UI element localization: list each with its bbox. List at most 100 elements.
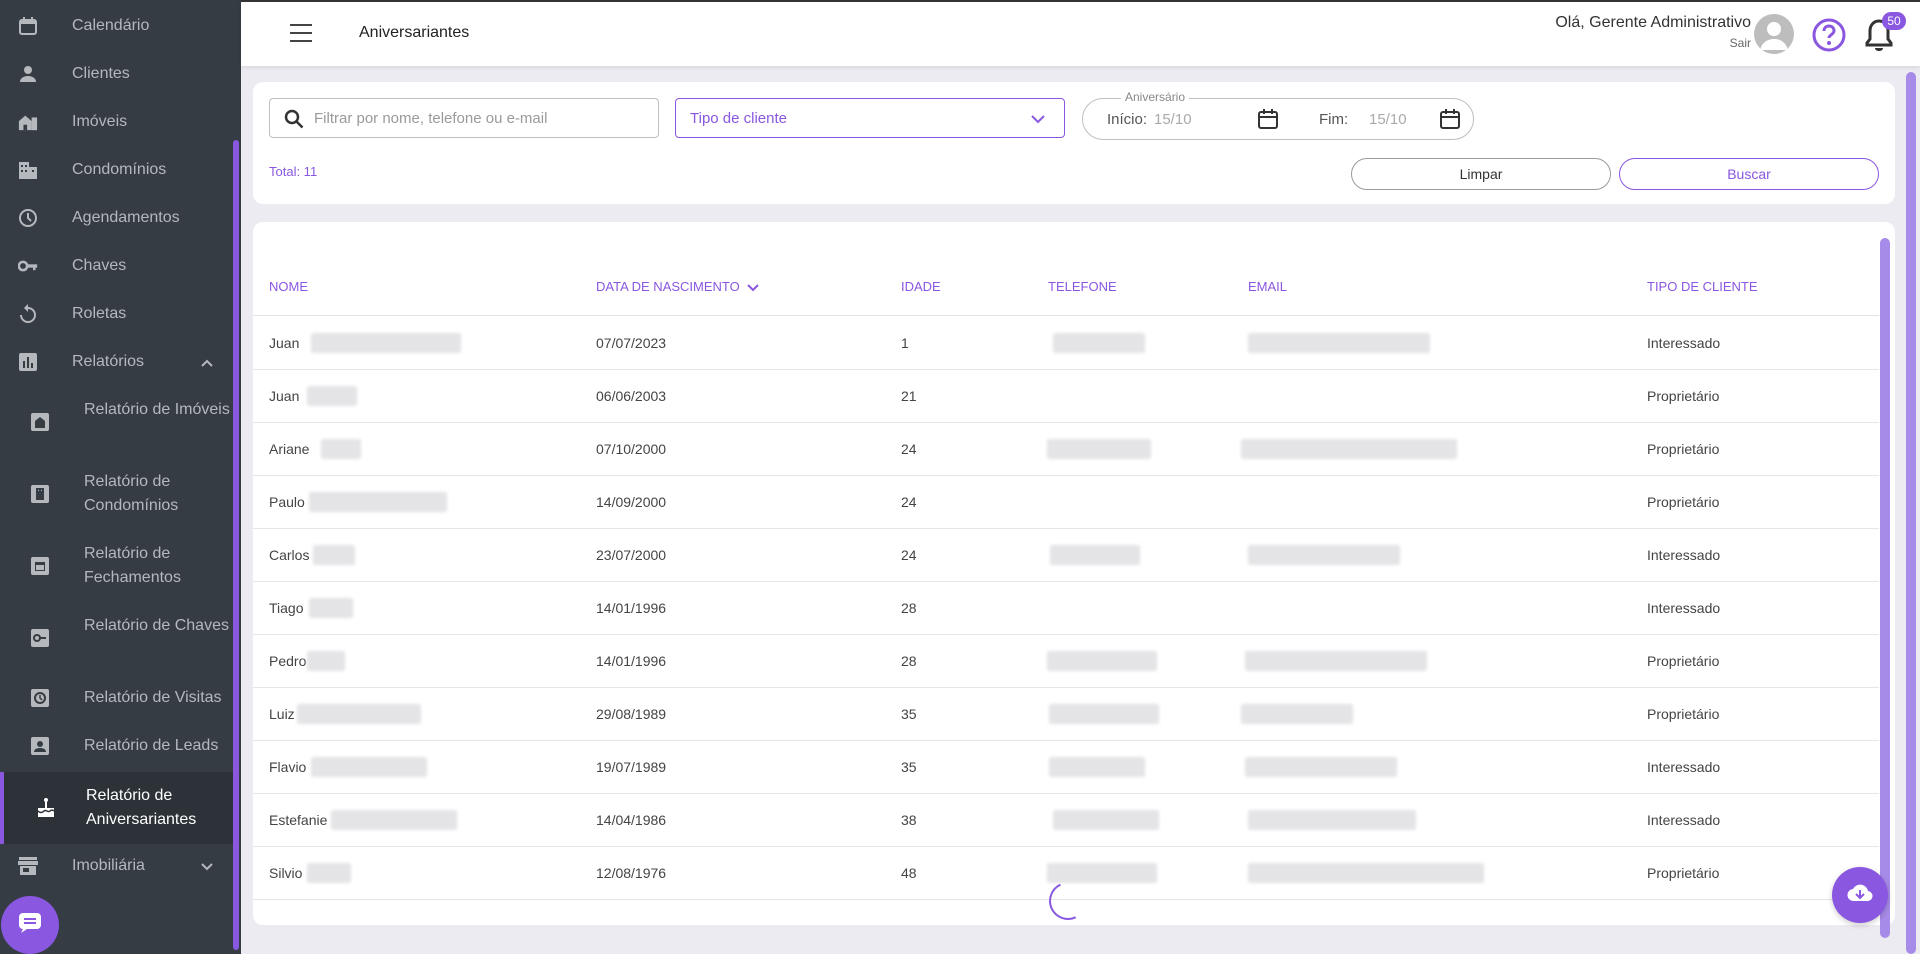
redacted-phone [1047, 651, 1157, 671]
sidebar-item-label: Agendamentos [72, 209, 180, 226]
clock-icon [18, 208, 38, 228]
table-row[interactable]: Carlos 23/07/2000 24 Interessado [253, 529, 1879, 582]
sidebar-item-clientes[interactable]: Clientes [0, 62, 233, 86]
calendar-icon[interactable] [1257, 108, 1279, 130]
help-icon[interactable] [1812, 18, 1846, 52]
building-home-icon [18, 112, 38, 132]
greeting-text: Olá, Gerente Administrativo [1555, 14, 1751, 31]
column-header-nome[interactable]: NOME [269, 279, 308, 294]
sidebar-subitem-relatorio-imoveis[interactable]: Relatório de Imóveis [0, 398, 233, 448]
client-type-select[interactable]: Tipo de cliente [675, 98, 1065, 138]
menu-toggle-button[interactable] [290, 24, 312, 42]
table-row[interactable]: Estefanie 14/04/1986 38 Interessado [253, 794, 1879, 847]
building-report-icon [30, 484, 50, 504]
table-row[interactable]: Pedro 14/01/1996 28 Proprietário [253, 635, 1879, 688]
sidebar-item-roletas[interactable]: Roletas [0, 302, 233, 326]
cell-name: Estefanie [269, 812, 328, 828]
redacted-email [1245, 651, 1427, 671]
cell-name: Juan [269, 388, 300, 404]
table-row[interactable]: Flavio 19/07/1989 35 Interessado [253, 741, 1879, 794]
column-header-data-nascimento[interactable]: DATA DE NASCIMENTO [596, 279, 760, 295]
redacted-surname [307, 651, 345, 671]
cell-birth-date: 07/10/2000 [596, 441, 667, 457]
logout-link[interactable]: Sair [1729, 36, 1751, 50]
column-header-idade[interactable]: IDADE [901, 279, 941, 294]
sidebar-subitem-relatorio-visitas[interactable]: Relatório de Visitas [0, 686, 233, 710]
cell-name: Silvio [269, 865, 303, 881]
sidebar-item-chaves[interactable]: Chaves [0, 254, 233, 278]
table-row[interactable]: Juan 07/07/2023 1 Interessado [253, 317, 1879, 370]
cell-birth-date: 19/07/1989 [596, 759, 667, 775]
cell-age: 24 [901, 547, 917, 563]
cell-birth-date: 14/01/1996 [596, 600, 667, 616]
sidebar-scrollbar[interactable] [233, 140, 239, 950]
cell-birth-date: 14/04/1986 [596, 812, 667, 828]
sidebar-item-label: Relatórios [72, 353, 145, 370]
search-input[interactable] [314, 107, 644, 129]
cell-birth-date: 14/01/1996 [596, 653, 667, 669]
download-button[interactable] [1832, 867, 1888, 923]
sidebar-item-relatorios[interactable]: Relatórios [0, 350, 233, 374]
table-row[interactable]: Luiz 29/08/1989 35 Proprietário [253, 688, 1879, 741]
page-scrollbar[interactable] [1906, 72, 1916, 954]
sidebar-item-condominios[interactable]: Condomínios [0, 158, 233, 182]
redacted-phone [1050, 545, 1140, 565]
redacted-surname [321, 439, 361, 459]
chat-button[interactable] [1, 896, 59, 954]
table-row[interactable]: Ariane 07/10/2000 24 Proprietário [253, 423, 1879, 476]
table-header: NOME DATA DE NASCIMENTO IDADE TELEFONE E… [253, 258, 1879, 316]
chevron-up-icon [201, 354, 213, 370]
sidebar-item-imoveis[interactable]: Imóveis [0, 110, 233, 134]
column-header-email[interactable]: EMAIL [1248, 279, 1288, 294]
top-header: Aniversariantes Olá, Gerente Administrat… [241, 0, 1920, 66]
page-title: Aniversariantes [359, 24, 470, 41]
chevron-down-icon [201, 858, 213, 874]
table-row[interactable]: Tiago 14/01/1996 28 Interessado [253, 582, 1879, 635]
cell-name: Tiago [269, 600, 304, 616]
sidebar-subitem-relatorio-leads[interactable]: Relatório de Leads [0, 734, 233, 758]
end-date-input[interactable]: 15/10 [1369, 111, 1407, 128]
clear-button[interactable]: Limpar [1351, 158, 1611, 190]
cell-birth-date: 23/07/2000 [596, 547, 667, 563]
sidebar-item-agendamentos[interactable]: Agendamentos [0, 206, 233, 230]
sidebar-item-label: Condomínios [72, 161, 167, 178]
key-icon [18, 256, 38, 276]
search-button[interactable]: Buscar [1619, 158, 1879, 190]
cell-name: Pedro [269, 653, 307, 669]
redacted-email [1248, 810, 1416, 830]
visit-clock-icon [30, 688, 50, 708]
cell-name: Luiz [269, 706, 295, 722]
calendar-icon[interactable] [1439, 108, 1461, 130]
cell-age: 21 [901, 388, 917, 404]
redacted-email [1241, 704, 1353, 724]
sidebar-subitem-label: Relatório de Fechamentos [84, 545, 181, 586]
sidebar-subitem-relatorio-fechamentos[interactable]: Relatório de Fechamentos [0, 542, 233, 592]
sidebar-subitem-relatorio-chaves[interactable]: Relatório de Chaves [0, 614, 233, 664]
cell-name: Ariane [269, 441, 310, 457]
person-icon [18, 64, 38, 84]
column-header-tipo-cliente[interactable]: TIPO DE CLIENTE [1647, 279, 1758, 294]
cell-age: 35 [901, 706, 917, 722]
sidebar-subitem-relatorio-condominios[interactable]: Relatório de Condomínios [0, 470, 233, 520]
redacted-email [1245, 757, 1397, 777]
table-row[interactable]: Juan 06/06/2003 21 Proprietário [253, 370, 1879, 423]
avatar[interactable] [1754, 14, 1794, 54]
cell-client-type: Interessado [1647, 812, 1721, 828]
sidebar-item-imobiliaria[interactable]: Imobiliária [0, 854, 233, 878]
cell-name: Carlos [269, 547, 310, 563]
column-header-telefone[interactable]: TELEFONE [1048, 279, 1117, 294]
start-date-input[interactable]: 15/10 [1154, 111, 1192, 128]
cell-name: Paulo [269, 494, 305, 510]
redacted-surname [311, 757, 427, 777]
redacted-phone [1049, 757, 1145, 777]
sidebar-subitem-label: Relatório de Visitas [84, 689, 222, 706]
sidebar-subitem-relatorio-aniversariantes[interactable]: Relatório de Aniversariantes [0, 772, 233, 844]
table-row[interactable]: Paulo 14/09/2000 24 Proprietário [253, 476, 1879, 529]
sidebar-item-label: Calendário [72, 17, 150, 34]
sidebar-item-calendario[interactable]: Calendário [0, 14, 233, 38]
cell-age: 35 [901, 759, 917, 775]
table-scrollbar[interactable] [1880, 238, 1890, 938]
search-field[interactable] [269, 98, 659, 138]
table-row[interactable]: Silvio 12/08/1976 48 Proprietário [253, 847, 1879, 900]
cell-age: 24 [901, 441, 917, 457]
